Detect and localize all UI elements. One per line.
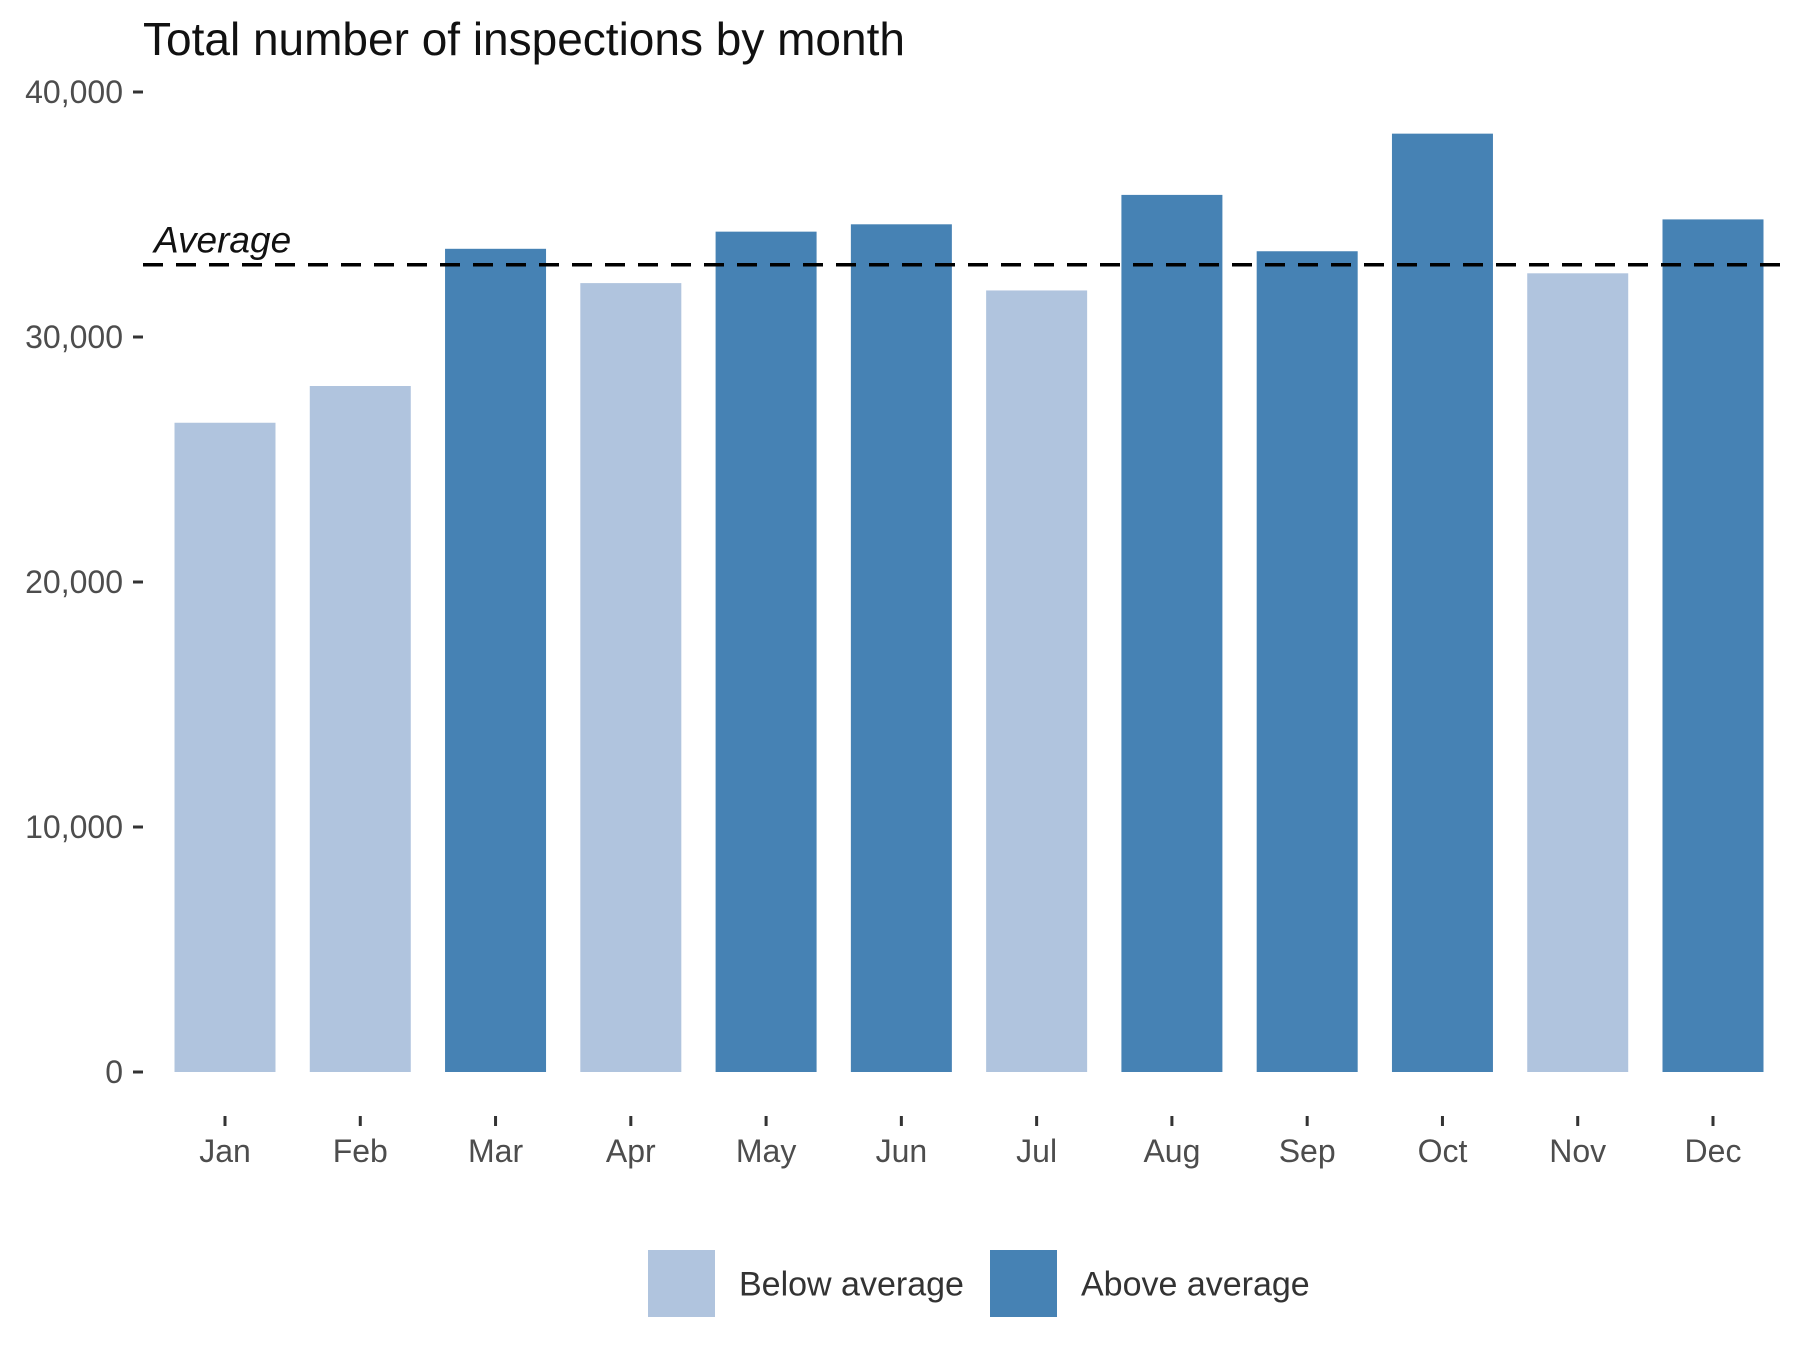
- x-tick-label: Oct: [1418, 1133, 1468, 1169]
- x-axis: Jan Feb Mar Apr May Jun Jul Aug Sep Oct Nov Dec: [199, 1116, 1741, 1169]
- bar-jan: [174, 422, 276, 1072]
- bar-feb: [309, 386, 411, 1072]
- bar-mar: [445, 248, 547, 1073]
- average-reference: Average: [143, 220, 1787, 267]
- x-tick-label: Dec: [1685, 1133, 1742, 1169]
- x-tick-label: Sep: [1279, 1133, 1336, 1169]
- x-tick-label: Apr: [606, 1133, 656, 1169]
- chart-title: Total number of inspections by month: [143, 13, 905, 65]
- bar-apr: [580, 283, 682, 1073]
- x-tick-label: Jul: [1016, 1133, 1057, 1169]
- bar-may: [715, 231, 817, 1072]
- legend-key: [990, 1250, 1057, 1317]
- bar-jul: [986, 290, 1088, 1072]
- y-tick-label: 40,000: [25, 74, 123, 110]
- x-tick-label: Aug: [1143, 1133, 1200, 1169]
- y-tick-label: 0: [105, 1054, 123, 1090]
- y-tick-label: 20,000: [25, 564, 123, 600]
- x-tick-label: Feb: [333, 1133, 388, 1169]
- legend-key: [648, 1250, 715, 1317]
- x-tick-label: Nov: [1549, 1133, 1606, 1169]
- x-tick-label: Jun: [876, 1133, 928, 1169]
- legend-label: Below average: [739, 1266, 964, 1304]
- y-axis: 0 10,000 20,000 30,000 40,000: [25, 74, 143, 1090]
- bar-aug: [1121, 194, 1223, 1072]
- x-tick-label: Mar: [468, 1133, 523, 1169]
- x-tick-label: Jan: [199, 1133, 251, 1169]
- bar-dec: [1662, 219, 1764, 1072]
- legend: Below average Above average: [648, 1250, 1310, 1317]
- bar-nov: [1527, 273, 1629, 1072]
- legend-label: Above average: [1081, 1266, 1310, 1304]
- bar-sep: [1256, 251, 1358, 1072]
- bar-oct: [1391, 133, 1493, 1072]
- bar-jun: [850, 224, 952, 1073]
- y-tick-label: 10,000: [25, 809, 123, 845]
- x-tick-label: May: [736, 1133, 796, 1169]
- y-tick-label: 30,000: [25, 319, 123, 355]
- average-label: Average: [152, 220, 291, 261]
- bars: [174, 133, 1764, 1073]
